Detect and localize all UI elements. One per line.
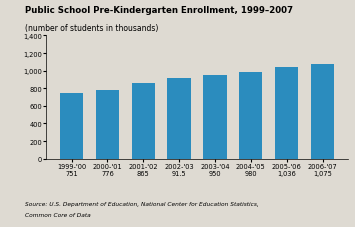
Text: Source: U.S. Department of Education, National Center for Education Statistics,: Source: U.S. Department of Education, Na… [25,201,258,206]
Bar [132,83,155,159]
Bar [60,93,83,159]
Text: Common Core of Data: Common Core of Data [25,212,91,217]
Text: (number of students in thousands): (number of students in thousands) [25,24,158,33]
Bar [168,79,191,159]
Bar [239,73,262,159]
Bar [203,76,226,159]
Bar [275,68,298,159]
Bar [96,91,119,159]
Text: Public School Pre-Kindergarten Enrollment, 1999–2007: Public School Pre-Kindergarten Enrollmen… [25,6,293,15]
Bar [311,65,334,159]
